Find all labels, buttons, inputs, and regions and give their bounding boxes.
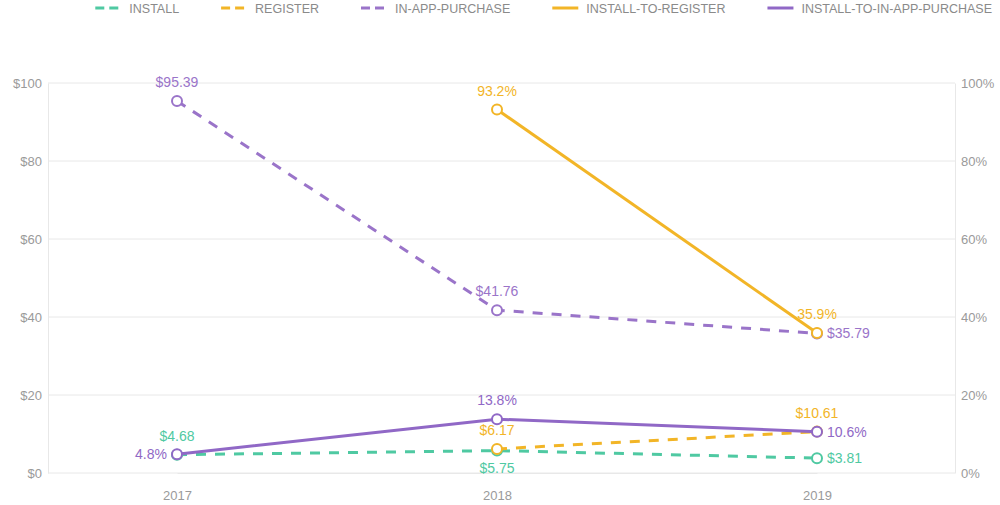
tick: $20 — [20, 388, 48, 403]
tick-label: 0% — [961, 466, 980, 481]
tick: 2017 — [163, 473, 192, 503]
tick-label: $20 — [20, 388, 42, 403]
legend-swatch — [95, 7, 121, 10]
marker — [812, 453, 822, 463]
tick-label: 20% — [961, 388, 987, 403]
data-label: $5.75 — [479, 460, 514, 476]
y2-axis: 0% 20% 40% 60% 80% 100% — [955, 76, 995, 481]
chart: $0 $20 $40 $60 $80 $100 0% 20% 40% 60% 80% 100% 2017… — [0, 0, 1000, 505]
data-label: $41.76 — [476, 283, 519, 299]
data-label: 35.9% — [797, 306, 837, 322]
data-label: $3.81 — [827, 450, 862, 466]
tick: $0 — [28, 466, 48, 481]
tick: $80 — [20, 154, 48, 169]
marker — [812, 427, 822, 437]
series-line — [177, 101, 817, 333]
data-label: $6.17 — [479, 422, 514, 438]
legend: INSTALL REGISTER IN-APP-PURCHASE INSTALL-TO… — [95, 2, 992, 16]
grid-line — [48, 239, 955, 240]
legend-swatch — [221, 7, 247, 10]
data-label: 93.2% — [477, 83, 517, 99]
legend-swatch — [361, 7, 387, 10]
tick: 2019 — [803, 473, 832, 503]
marker — [492, 444, 502, 454]
tick-label: 2019 — [803, 488, 832, 503]
x-axis: 2017 2018 2019 — [163, 473, 832, 503]
tick-label: 80% — [961, 154, 987, 169]
data-labels: $4.68 $5.75 $3.81 $6.17 $10.61 $95.39 $41.76 $3… — [135, 74, 870, 476]
legend-label: IN-APP-PURCHASE — [395, 2, 510, 16]
legend-item: INSTALL — [95, 2, 179, 16]
legend-item: INSTALL-TO-IN-APP-PURCHASE — [767, 2, 992, 16]
data-label: $95.39 — [156, 74, 199, 90]
tick: 100% — [955, 76, 995, 91]
legend-label: INSTALL-TO-IN-APP-PURCHASE — [801, 2, 992, 16]
legend-label: INSTALL — [129, 2, 179, 16]
tick-label: 2017 — [163, 488, 192, 503]
data-label: 10.6% — [827, 424, 867, 440]
tick-label: 100% — [961, 76, 995, 91]
data-label: $35.79 — [827, 325, 870, 341]
data-label: $4.68 — [159, 428, 194, 444]
legend-label: REGISTER — [255, 2, 319, 16]
marker — [172, 450, 182, 460]
tick-label: $0 — [28, 466, 42, 481]
tick-label: $40 — [20, 310, 42, 325]
tick: 60% — [955, 232, 987, 247]
legend-item: IN-APP-PURCHASE — [361, 2, 510, 16]
tick: $40 — [20, 310, 48, 325]
marker — [492, 105, 502, 115]
grid-line — [48, 161, 955, 162]
marker — [812, 328, 822, 338]
marker — [492, 305, 502, 315]
tick: 40% — [955, 310, 987, 325]
axis-line — [955, 84, 956, 474]
marker — [812, 328, 822, 338]
tick-label: 40% — [961, 310, 987, 325]
tick: 0% — [955, 466, 980, 481]
series-line — [177, 419, 817, 454]
data-label: 13.8% — [477, 392, 517, 408]
marker — [172, 449, 182, 459]
legend-item: REGISTER — [221, 2, 319, 16]
legend-swatch — [767, 7, 793, 10]
tick: $60 — [20, 232, 48, 247]
grid — [48, 83, 955, 473]
series-line — [497, 110, 817, 333]
tick-label: 60% — [961, 232, 987, 247]
tick: $100 — [13, 76, 48, 91]
series-line — [497, 432, 817, 449]
tick-label: 2018 — [483, 488, 512, 503]
marker — [172, 96, 182, 106]
marker — [812, 427, 822, 437]
plot-area — [172, 96, 822, 463]
tick-label: $80 — [20, 154, 42, 169]
y-axis: $0 $20 $40 $60 $80 $100 — [13, 76, 48, 481]
tick: 80% — [955, 154, 987, 169]
tick: 20% — [955, 388, 987, 403]
axis-line — [48, 84, 49, 474]
tick-label: $60 — [20, 232, 42, 247]
legend-label: INSTALL-TO-REGISTER — [586, 2, 725, 16]
data-label: $10.61 — [796, 405, 839, 421]
legend-item: INSTALL-TO-REGISTER — [552, 2, 725, 16]
legend-swatch — [552, 7, 578, 10]
data-label: 4.8% — [135, 446, 167, 462]
tick-label: $100 — [13, 76, 42, 91]
tick: 2018 — [483, 473, 512, 503]
